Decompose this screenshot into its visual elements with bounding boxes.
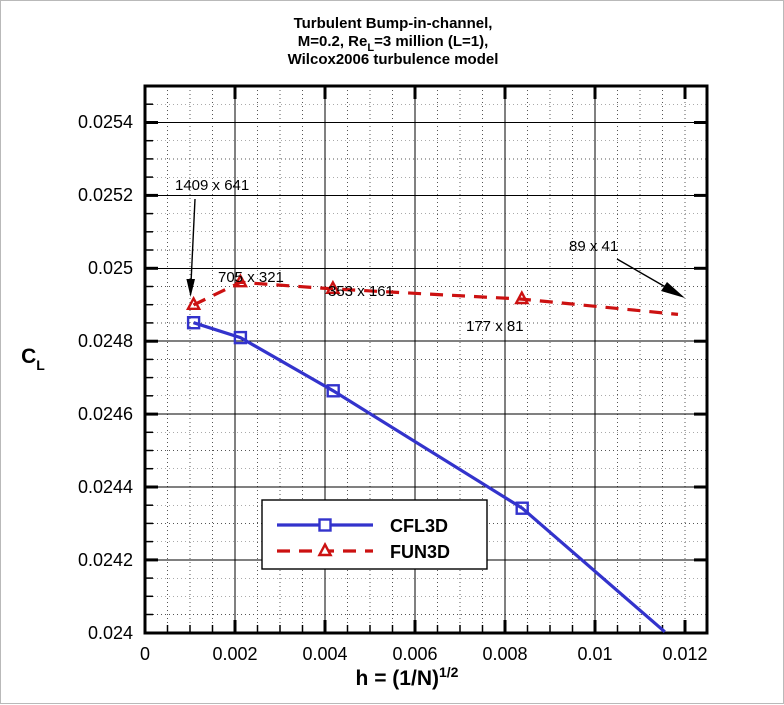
x-axis-title-exp: 1/2	[439, 664, 459, 680]
y-tick-label-0.0254: 0.0254	[78, 112, 133, 132]
y-tick-label-0.0242: 0.0242	[78, 550, 133, 570]
x-axis-title-base: h = (1/N)	[356, 667, 439, 690]
y-tick-label-0.0252: 0.0252	[78, 185, 133, 205]
annotation-1409x641-arrow	[186, 198, 196, 297]
legend-marker-cfl3d	[318, 518, 332, 532]
x-axis-title: h = (1/N)1/2	[356, 664, 459, 690]
legend-entry-cfl3d[interactable]: CFL3D	[277, 516, 448, 536]
title-pre: M=0.2, Re	[298, 33, 368, 50]
series-cfl3d-marker-4	[515, 501, 529, 515]
chart-title-line-2: M=0.2, ReL=3 million (L=1),	[298, 33, 489, 54]
series-fun3d-marker-3	[325, 279, 341, 294]
series-fun3d-marker-4	[514, 290, 530, 305]
x-axis-major-ticks	[143, 86, 687, 633]
title-sub: L	[367, 42, 374, 54]
annotation-353x161: 353 x 161	[328, 283, 394, 300]
annotation-89x41-arrow	[616, 258, 685, 298]
y-tick-label-0.0248: 0.0248	[78, 331, 133, 351]
legend[interactable]: CFL3D FUN3D	[261, 499, 488, 570]
major-grid-horizontal	[145, 122, 707, 561]
annotation-705x321: 705 x 321	[218, 269, 284, 286]
annotation-177x81: 177 x 81	[466, 318, 524, 335]
x-tick-label-0: 0	[140, 644, 150, 664]
x-tick-label-0.008: 0.008	[482, 644, 527, 664]
series-fun3d-marker-1	[185, 295, 202, 310]
annotation-1409x641: 1409 x 641	[175, 177, 249, 194]
x-tick-label-0.006: 0.006	[392, 644, 437, 664]
x-axis-minor-ticks	[166, 625, 664, 633]
y-axis-title: CL	[21, 345, 45, 373]
x-tick-label-0.004: 0.004	[302, 644, 347, 664]
legend-box	[261, 499, 488, 570]
x-tick-label-0.012: 0.012	[662, 644, 707, 664]
x-tick-label-0.002: 0.002	[212, 644, 257, 664]
y-axis-title-sub: L	[36, 357, 45, 373]
y-tick-label-0.0244: 0.0244	[78, 477, 133, 497]
chart-title-line-1: Turbulent Bump-in-channel,	[294, 15, 493, 32]
series-fun3d-line	[192, 280, 679, 316]
y-tick-label-0.025: 0.025	[88, 258, 133, 278]
series-cfl3d-marker-2	[233, 330, 248, 345]
title-post: =3 million (L=1),	[374, 33, 488, 50]
y-axis-title-base: C	[21, 345, 36, 368]
series-cfl3d-line	[193, 321, 666, 634]
x-tick-label-0.01: 0.01	[577, 644, 612, 664]
chart-title-line-3: Wilcox2006 turbulence model	[288, 51, 499, 68]
y-axis-minor-ticks	[145, 103, 153, 616]
series-cfl3d-marker-1	[186, 316, 201, 330]
y-axis-major-ticks	[145, 121, 707, 562]
series-fun3d	[185, 273, 679, 316]
series-fun3d-marker-2	[232, 273, 249, 288]
legend-entry-fun3d[interactable]: FUN3D	[277, 541, 450, 562]
y-tick-label-0.024: 0.024	[88, 623, 133, 643]
legend-marker-fun3d	[317, 541, 333, 557]
series-cfl3d	[186, 316, 666, 634]
series-cfl3d-marker-3	[326, 384, 340, 398]
y-tick-label-0.0246: 0.0246	[78, 404, 133, 424]
legend-label-fun3d: FUN3D	[390, 542, 450, 562]
annotation-89x41: 89 x 41	[569, 238, 618, 255]
legend-label-cfl3d: CFL3D	[390, 516, 448, 536]
